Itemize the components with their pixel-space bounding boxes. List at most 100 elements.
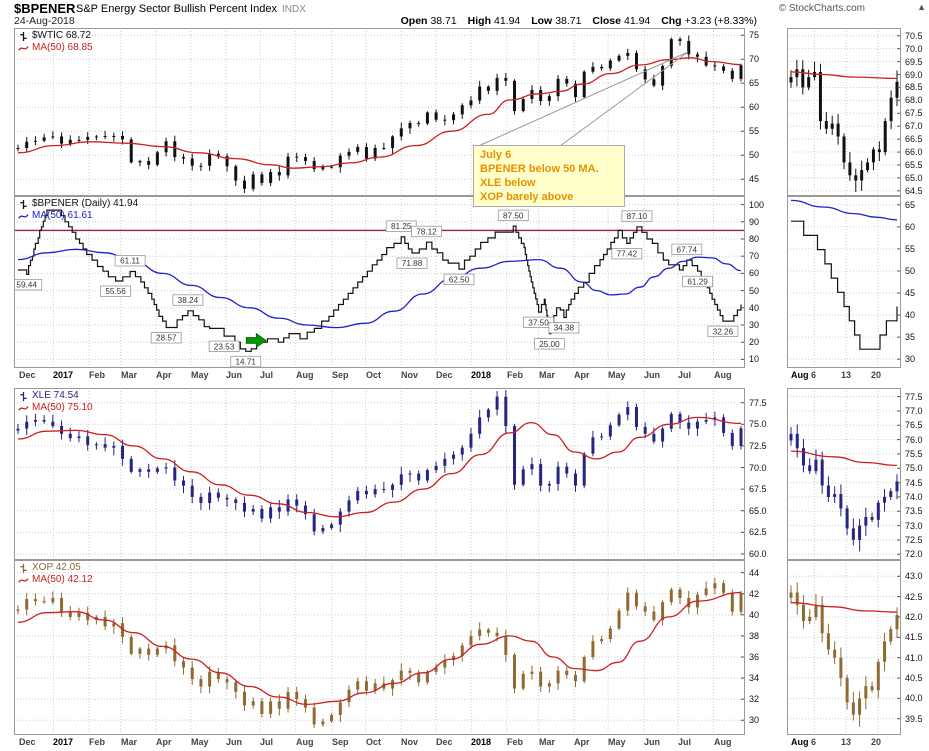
x-axis-label: Feb (507, 370, 524, 380)
y-axis-label: 73.5 (905, 506, 923, 516)
x-axis-label: Jul (260, 370, 274, 380)
xop_mini-chart-svg (787, 560, 901, 735)
xle-legend-label: XLE 74.54 (32, 390, 79, 401)
y-axis-label: 66.5 (905, 134, 923, 144)
wtic-ma-legend-label: MA(50) 68.85 (32, 42, 93, 53)
svg-text:87.50: 87.50 (503, 211, 524, 220)
pivot-label: 61.11 (114, 255, 146, 267)
svg-text:23.53: 23.53 (214, 342, 235, 351)
y-axis-label: 45 (749, 174, 760, 184)
y-axis-label: 50 (749, 286, 760, 296)
x-axis-label: Aug (791, 370, 809, 380)
pivot-label: 67.74 (671, 243, 703, 255)
xop-ma-legend-label: MA(50) 42.12 (32, 574, 93, 585)
price-bars-icon (20, 391, 27, 401)
x-axis-label: Jul (678, 370, 692, 380)
xop-zoom-chart-panel (787, 560, 901, 735)
y-axis-label: 67.5 (749, 484, 767, 494)
xle-chart-panel (14, 388, 745, 560)
y-axis-label: 76.0 (905, 435, 923, 445)
annotation-line: XLE below (480, 177, 536, 189)
quote-bar: Open 38.71 High 41.94 Low 38.71 Close 41.94 … (393, 15, 757, 27)
svg-text:67.74: 67.74 (677, 245, 698, 254)
wtic-legend-label: $WTIC 68.72 (32, 30, 91, 41)
pivot-label: 14.71 (230, 355, 262, 368)
y-axis-label: 80 (749, 234, 760, 244)
y-axis-label: 75.5 (905, 449, 923, 459)
price-candles-series (16, 390, 743, 536)
price-candles-series (789, 582, 899, 727)
x-axis-label: 2018 (471, 737, 492, 747)
x-axis-label: Aug (714, 370, 732, 380)
high-value: 41.94 (493, 15, 521, 27)
bpener-legend: $BPENER (Daily) 41.94 MA(50) 61.61 (18, 198, 138, 222)
svg-text:71.88: 71.88 (402, 259, 423, 268)
y-axis-label: 66.0 (905, 147, 923, 157)
y-axis-label: 41.0 (905, 653, 923, 663)
y-axis-label: 75.0 (905, 463, 923, 473)
y-axis-label: 41.5 (905, 632, 923, 642)
y-axis-label: 65.5 (905, 160, 923, 170)
xle-legend: XLE 74.54 MA(50) 75.10 (18, 390, 93, 414)
x-axis-label: May (608, 370, 626, 380)
x-axis-label: Oct (366, 737, 382, 747)
y-axis-label: 74.5 (905, 478, 923, 488)
svg-text:55.56: 55.56 (105, 287, 126, 296)
moving-average-line (17, 416, 742, 518)
moving-average-line (790, 450, 898, 467)
y-axis-label: 60 (749, 102, 760, 112)
y-axis-label: 55 (749, 126, 760, 136)
svg-text:28.57: 28.57 (156, 334, 177, 343)
y-axis-label: 100 (749, 200, 765, 210)
x-axis-label: Apr (156, 370, 172, 380)
pivot-label: 59.44 (14, 279, 43, 291)
x-axis-label: Sep (332, 737, 349, 747)
y-axis-label: 75 (749, 30, 760, 40)
svg-text:38.24: 38.24 (178, 296, 199, 305)
ma-line-icon (18, 213, 29, 219)
gridlines (787, 388, 901, 560)
high-label: High (467, 15, 491, 27)
bpener-legend-label: $BPENER (Daily) 41.94 (32, 198, 139, 209)
x-axis-label: Nov (401, 370, 419, 380)
y-axis-label: 40 (905, 310, 916, 320)
y-axis-label: 32 (749, 694, 760, 704)
bullish-percent-step-line (18, 209, 742, 352)
pivot-label: 34.38 (548, 322, 580, 334)
x-axis-label: 2017 (53, 370, 74, 380)
y-axis-label: 20 (749, 337, 760, 347)
wtic-chart-panel (14, 28, 745, 196)
x-axis-label: Mar (121, 370, 138, 380)
price-bars-icon (20, 199, 27, 209)
open-value: 38.71 (430, 15, 457, 27)
xle-chart-svg (14, 388, 745, 560)
pivot-label: 25.00 (534, 338, 565, 350)
chart-header: $BPENER S&P Energy Sector Bullish Percen… (0, 1, 929, 16)
x-axis-label: Mar (539, 370, 556, 380)
scroll-up-icon[interactable]: ▲ (917, 2, 926, 12)
x-axis-label: Dec (19, 370, 36, 380)
y-axis-label: 60.0 (749, 549, 767, 559)
pivot-label: 38.24 (172, 294, 204, 306)
x-axis-label: 20 (871, 370, 882, 380)
x-axis-label: 2017 (53, 737, 74, 747)
wtic-chart-svg (14, 28, 745, 196)
y-axis-label: 43.0 (905, 571, 923, 581)
x-axis-label: Jun (226, 737, 243, 747)
annotation-line: XOP barely above (480, 191, 574, 203)
ma-line-icon (18, 405, 29, 411)
pivot-label: 77.42 (611, 248, 643, 260)
y-axis-label: 65.0 (749, 506, 767, 516)
price-candles-series (16, 577, 743, 729)
copyright-label: © StockCharts.com (778, 3, 865, 14)
exchange-label: INDX (282, 4, 306, 15)
y-axis-label: 36 (749, 652, 760, 662)
y-axis-label: 77.5 (905, 392, 923, 402)
bpener_mini-chart-svg (787, 196, 901, 368)
xop-chart-panel (14, 560, 745, 735)
x-axis-label: Apr (574, 370, 590, 380)
x-axis-label: Jun (226, 370, 243, 380)
x-axis-label: Feb (89, 370, 106, 380)
